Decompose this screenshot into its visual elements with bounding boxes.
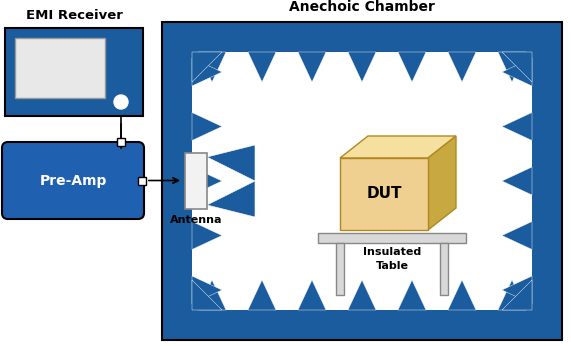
Polygon shape	[348, 52, 376, 82]
Polygon shape	[248, 280, 276, 310]
Text: Pre-Amp: Pre-Amp	[39, 173, 107, 188]
Polygon shape	[340, 136, 456, 158]
Text: Anechoic Chamber: Anechoic Chamber	[289, 0, 435, 14]
Polygon shape	[192, 167, 222, 195]
Polygon shape	[498, 280, 526, 310]
Bar	[340, 158, 428, 230]
Polygon shape	[502, 58, 532, 86]
Text: Table: Table	[376, 261, 408, 271]
Polygon shape	[448, 52, 476, 82]
Polygon shape	[298, 52, 326, 82]
Polygon shape	[502, 221, 532, 249]
Polygon shape	[398, 280, 426, 310]
Polygon shape	[448, 280, 476, 310]
Bar	[336, 243, 344, 295]
Polygon shape	[298, 280, 326, 310]
Polygon shape	[502, 112, 532, 140]
Polygon shape	[348, 280, 376, 310]
Polygon shape	[192, 52, 532, 310]
Polygon shape	[192, 280, 222, 310]
Polygon shape	[207, 145, 255, 181]
Bar	[5, 28, 143, 116]
Polygon shape	[192, 52, 222, 82]
Polygon shape	[198, 280, 226, 310]
Bar	[15, 38, 105, 98]
Polygon shape	[498, 52, 526, 82]
Bar	[138, 176, 146, 184]
Polygon shape	[502, 167, 532, 195]
Text: Antenna: Antenna	[170, 215, 222, 225]
Polygon shape	[248, 52, 276, 82]
Polygon shape	[398, 52, 426, 82]
Polygon shape	[162, 22, 562, 340]
Polygon shape	[192, 221, 222, 249]
Text: Insulated: Insulated	[363, 247, 421, 257]
Polygon shape	[502, 280, 532, 310]
Polygon shape	[207, 181, 255, 217]
Text: EMI Receiver: EMI Receiver	[26, 9, 122, 22]
Polygon shape	[192, 58, 222, 86]
Circle shape	[114, 95, 128, 109]
Bar	[440, 243, 448, 295]
FancyBboxPatch shape	[2, 142, 144, 219]
Polygon shape	[502, 52, 532, 82]
Polygon shape	[192, 276, 222, 304]
Bar	[117, 138, 125, 146]
Bar	[185, 153, 207, 209]
Polygon shape	[502, 276, 532, 304]
Polygon shape	[428, 136, 456, 230]
Bar	[318, 233, 466, 243]
Text: DUT: DUT	[366, 186, 402, 201]
Polygon shape	[198, 52, 226, 82]
Polygon shape	[192, 112, 222, 140]
